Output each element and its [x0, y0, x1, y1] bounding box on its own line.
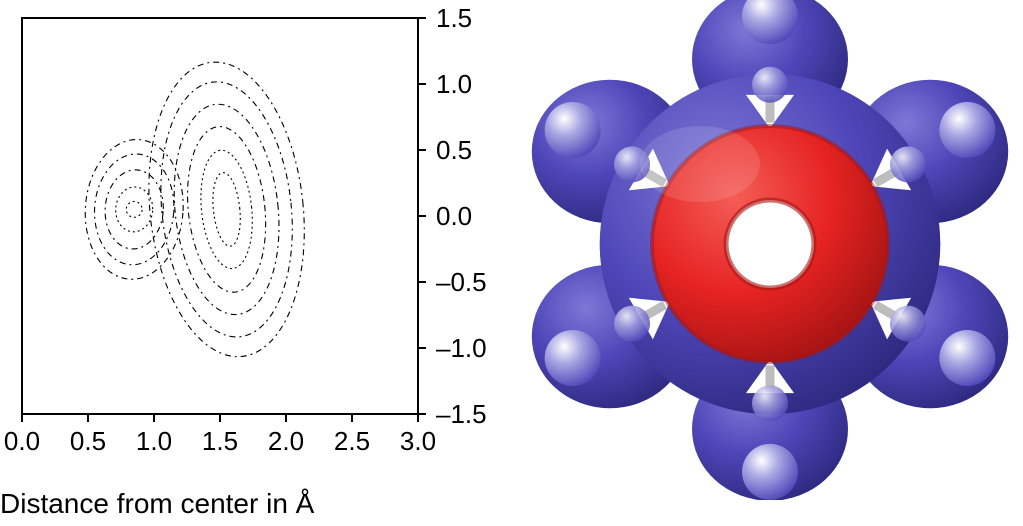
contour-panel: –1.5 –1.0 –0.5 0.0 0.5 1.0 1.5 0.0 0.5 1.0 1.5 2.0 2…	[0, 0, 510, 526]
contour-plot: –1.5 –1.0 –0.5 0.0 0.5 1.0 1.5 0.0 0.5 1.0 1.5 2.0 2…	[0, 0, 510, 460]
ytick-label: 0.5	[436, 135, 472, 165]
h-lobe	[545, 102, 601, 158]
xtick-label: 1.0	[136, 426, 172, 456]
xtick-label: 0.0	[4, 426, 40, 456]
ytick-label: –1.5	[436, 399, 487, 429]
atom-bump	[752, 385, 788, 421]
ytick-label: 1.0	[436, 69, 472, 99]
x-axis-label: Distance from center in Å	[0, 488, 314, 520]
contour-group	[81, 54, 319, 364]
contour-level	[195, 148, 257, 271]
xtick-label: 2.0	[268, 426, 304, 456]
atom-bump	[752, 67, 788, 103]
ytick-label: –0.5	[436, 267, 487, 297]
contour-level	[81, 136, 188, 282]
figure-root: –1.5 –1.0 –0.5 0.0 0.5 1.0 1.5 0.0 0.5 1.0 1.5 2.0 2…	[0, 0, 1023, 526]
molecule-render	[510, 0, 1023, 500]
contour-level	[149, 75, 304, 343]
atom-bump	[890, 306, 926, 342]
contour-level	[114, 186, 154, 233]
xtick-label: 0.5	[70, 426, 106, 456]
atom-bump	[614, 306, 650, 342]
h-lobe	[545, 330, 601, 386]
h-lobe	[939, 102, 995, 158]
ytick-label: –1.0	[436, 333, 487, 363]
contour-level	[102, 168, 165, 251]
ytick-label: 0.0	[436, 201, 472, 231]
xtick-label: 1.5	[202, 426, 238, 456]
contour-level	[91, 151, 178, 267]
ytick-label: 1.5	[436, 3, 472, 33]
xtick-label: 2.5	[334, 426, 370, 456]
specular-highlight	[640, 126, 760, 202]
xtick-label: 3.0	[400, 426, 436, 456]
contour-level	[135, 54, 318, 364]
molecule-panel	[510, 0, 1023, 526]
plot-frame	[22, 18, 418, 414]
h-lobe	[939, 330, 995, 386]
h-lobe	[742, 444, 798, 500]
contour-level	[126, 201, 143, 218]
atom-bump	[890, 146, 926, 182]
contour-level	[180, 123, 274, 296]
contour-level	[210, 171, 244, 247]
